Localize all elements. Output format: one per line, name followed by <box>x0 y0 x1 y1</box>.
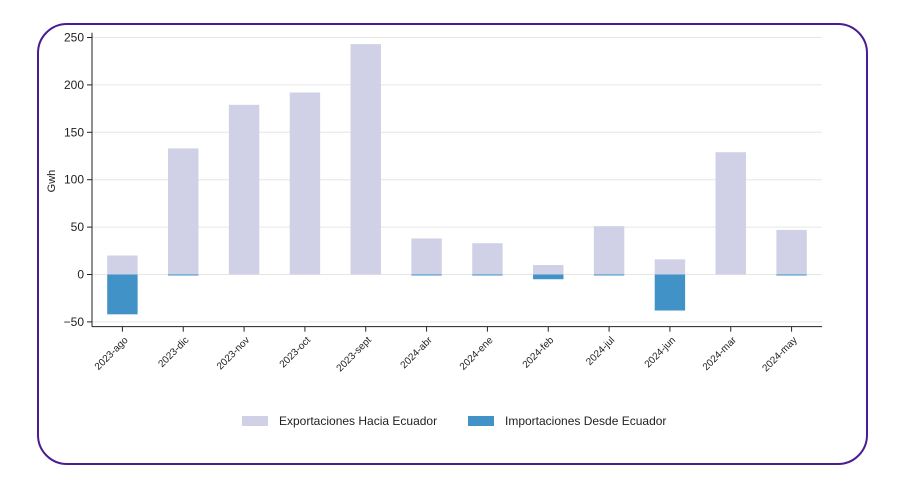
bar-importaciones <box>168 274 199 276</box>
bar-importaciones <box>533 274 564 280</box>
legend-swatch-importaciones <box>468 416 494 426</box>
bar-exportaciones <box>289 92 321 275</box>
x-tick-label: 2024-may <box>760 335 799 374</box>
legend-label-importaciones: Importaciones Desde Ecuador <box>505 414 666 428</box>
bar-exportaciones <box>228 104 260 275</box>
bar-exportaciones <box>168 148 199 275</box>
bar-exportaciones <box>715 152 746 275</box>
bar-importaciones <box>776 274 807 276</box>
legend-label-exportaciones: Exportaciones Hacia Ecuador <box>279 414 437 428</box>
bar-exportaciones <box>350 44 381 275</box>
x-tick-label: 2024-jun <box>643 335 678 370</box>
x-tick-label: 2023-dic <box>156 335 191 370</box>
bar-importaciones <box>411 274 442 276</box>
bar-exportaciones <box>107 255 138 275</box>
bar-exportaciones <box>776 229 807 275</box>
bar-exportaciones <box>533 265 564 275</box>
y-tick-label: 100 <box>64 173 84 187</box>
y-tick-label: 50 <box>71 220 85 234</box>
y-tick-label: −50 <box>64 315 85 329</box>
bar-exportaciones <box>411 238 442 275</box>
y-axis-label: Gwh <box>46 170 58 193</box>
x-tick-label: 2023-oct <box>278 335 313 370</box>
x-tick-label: 2024-ene <box>458 335 496 373</box>
bar-importaciones <box>654 274 686 311</box>
x-tick-label: 2024-feb <box>521 335 557 371</box>
x-tick-label: 2023-ago <box>93 335 131 373</box>
x-tick-label: 2024-mar <box>701 335 740 374</box>
x-tick-label: 2023-nov <box>215 335 252 372</box>
legend-swatch-exportaciones <box>242 416 268 426</box>
legend: Exportaciones Hacia Ecuador Importacione… <box>242 414 666 428</box>
bar-exportaciones <box>472 243 503 275</box>
bar-importaciones <box>472 274 503 276</box>
x-tick-label: 2024-jul <box>584 335 617 368</box>
y-tick-label: 150 <box>64 125 84 139</box>
bar-exportaciones <box>654 259 686 275</box>
bar-exportaciones <box>593 226 625 275</box>
bar-importaciones <box>107 274 138 315</box>
x-tick-label: 2024-abr <box>399 335 436 372</box>
y-tick-label: 250 <box>64 31 84 45</box>
y-tick-label: 0 <box>77 268 84 282</box>
x-tick-label: 2023-sept <box>335 335 374 374</box>
y-tick-label: 200 <box>64 78 84 92</box>
bar-importaciones <box>593 274 625 276</box>
